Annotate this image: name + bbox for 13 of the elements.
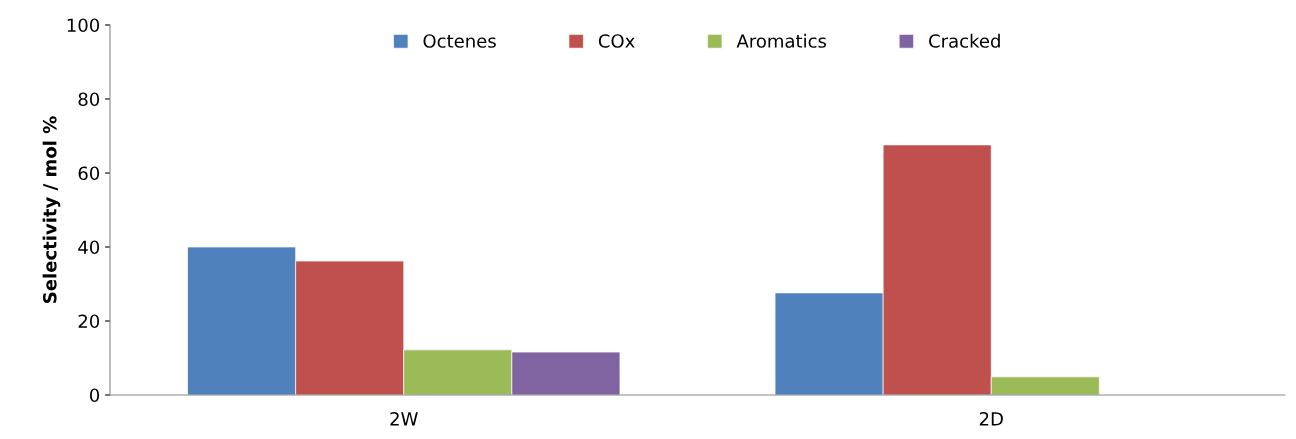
x-tick-label: 2W [390, 411, 418, 426]
x-tick-label: 2D [979, 411, 1003, 426]
y-tick-label: 40 [78, 240, 100, 255]
y-tick-label: 60 [78, 166, 100, 181]
legend-label: Cracked [929, 33, 1000, 48]
y-axis-title: Selectivity / mol % [42, 116, 61, 303]
legend-label: COx [598, 34, 635, 48]
legend-label: Octenes [423, 34, 496, 48]
y-tick-label: 20 [78, 314, 100, 329]
y-tick-label: 0 [89, 388, 100, 403]
y-tick-label: 100 [67, 18, 100, 33]
legend-label: Aromatics [736, 33, 827, 48]
y-tick-label: 80 [78, 92, 100, 107]
